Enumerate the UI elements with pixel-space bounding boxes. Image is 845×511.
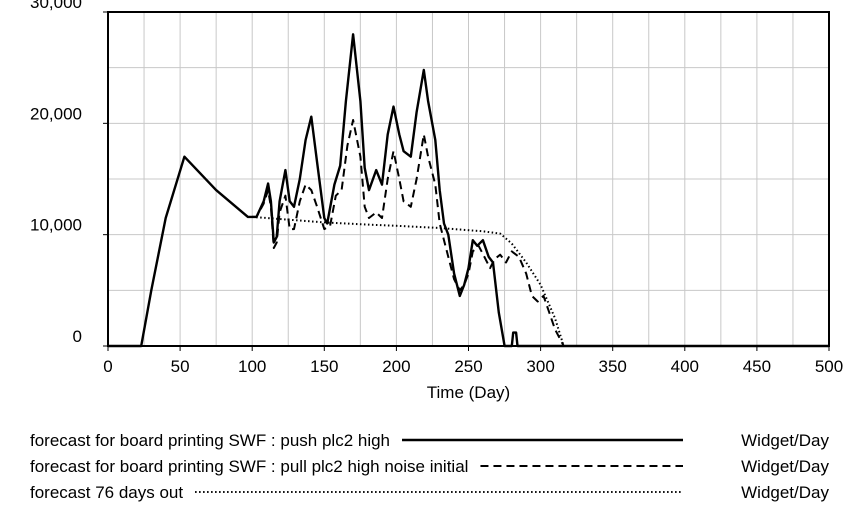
legend-entry-unit: Widget/Day	[741, 431, 829, 450]
y-tick-label: 30,000	[30, 0, 82, 12]
x-tick-label: 300	[526, 357, 554, 376]
legend-entry-unit: Widget/Day	[741, 483, 829, 502]
x-tick-label: 100	[238, 357, 266, 376]
y-axis-ticks: 0 10,000 20,000 30,000	[30, 0, 108, 347]
x-tick-label: 350	[599, 357, 627, 376]
y-tick-label: 20,000	[30, 104, 82, 123]
x-axis-ticks: 0 50 100 150 200 250 300 350 400 450 500	[103, 346, 843, 376]
legend-entry-unit: Widget/Day	[741, 457, 829, 476]
legend: forecast for board printing SWF : push p…	[30, 431, 829, 502]
series-lines	[108, 33, 829, 348]
y-tick-label: 0	[73, 327, 82, 346]
legend-entry-label: forecast for board printing SWF : pull p…	[30, 457, 468, 476]
x-tick-label: 50	[171, 357, 190, 376]
series-line-3	[252, 215, 829, 347]
x-tick-label: 500	[815, 357, 843, 376]
x-tick-label: 150	[310, 357, 338, 376]
x-tick-label: 250	[454, 357, 482, 376]
grid-lines	[108, 12, 829, 346]
y-tick-label: 10,000	[30, 216, 82, 235]
series-line-2	[252, 119, 829, 347]
legend-entry-label: forecast 76 days out	[30, 483, 183, 502]
x-tick-label: 200	[382, 357, 410, 376]
x-tick-label: 450	[743, 357, 771, 376]
x-axis-title: Time (Day)	[427, 383, 510, 402]
x-tick-label: 0	[103, 357, 112, 376]
legend-entry-label: forecast for board printing SWF : push p…	[30, 431, 390, 450]
x-tick-label: 400	[671, 357, 699, 376]
